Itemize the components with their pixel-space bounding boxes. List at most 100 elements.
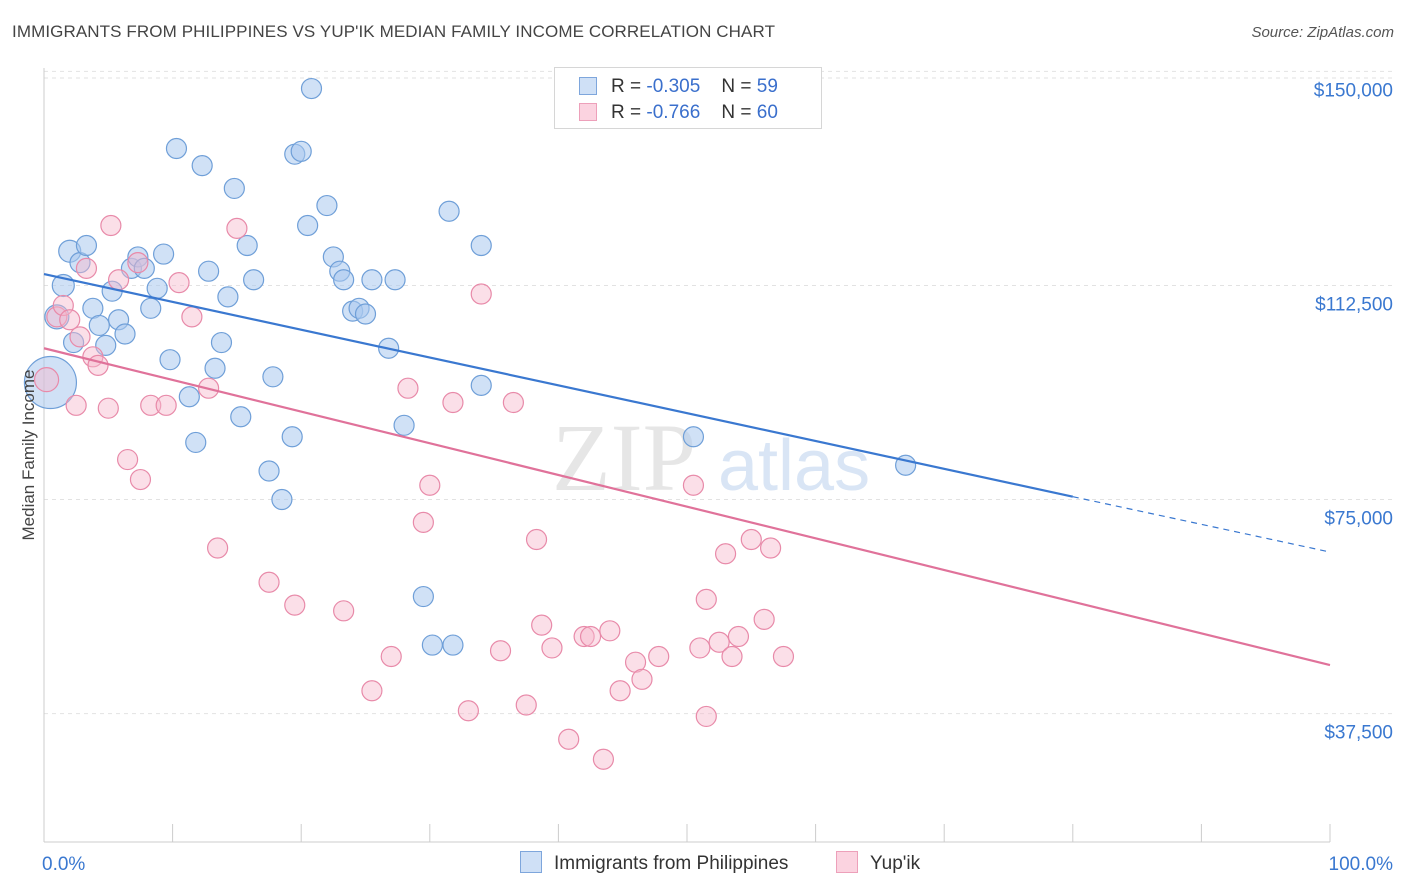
point-yupik bbox=[69, 326, 91, 348]
point-yupik bbox=[772, 645, 795, 668]
point-yupik bbox=[714, 543, 737, 565]
point-philippines bbox=[23, 355, 78, 410]
point-yupik bbox=[87, 354, 109, 376]
watermark: ZIP atlas bbox=[552, 404, 870, 511]
point-philippines bbox=[281, 426, 303, 448]
point-yupik bbox=[397, 377, 419, 399]
trendline-philippines bbox=[43, 272, 1074, 498]
legend-n-value: 60 bbox=[756, 102, 778, 123]
point-yupik bbox=[531, 614, 553, 636]
point-yupik bbox=[419, 474, 441, 496]
point-philippines bbox=[75, 234, 98, 257]
point-yupik bbox=[515, 694, 537, 716]
point-philippines bbox=[44, 304, 70, 330]
point-yupik bbox=[127, 252, 149, 274]
point-yupik bbox=[579, 625, 602, 648]
x-tick-label: 0.0% bbox=[42, 854, 85, 875]
legend-swatch-philippines bbox=[579, 77, 597, 95]
point-yupik bbox=[631, 668, 653, 690]
point-yupik bbox=[168, 272, 190, 294]
legend-r-label: R = bbox=[611, 102, 642, 123]
point-yupik bbox=[333, 600, 355, 622]
point-yupik bbox=[116, 448, 139, 471]
point-yupik bbox=[525, 528, 548, 551]
trend-layer bbox=[43, 272, 1331, 667]
legend-n-label: N = bbox=[721, 102, 752, 123]
point-philippines bbox=[262, 366, 284, 388]
point-philippines bbox=[191, 154, 213, 177]
y-tick-label: $150,000 bbox=[1314, 80, 1393, 101]
point-philippines bbox=[204, 357, 226, 379]
watermark-atlas: atlas bbox=[718, 426, 870, 506]
bottom-legend-swatch-yupik bbox=[836, 851, 858, 873]
point-philippines bbox=[421, 634, 443, 656]
point-philippines bbox=[140, 297, 162, 319]
legend-row-yupik: R = -0.766 N = 60 bbox=[579, 102, 778, 126]
point-yupik bbox=[52, 294, 74, 317]
bottom-legend-label: Immigrants from Philippines bbox=[554, 853, 789, 874]
point-yupik bbox=[207, 537, 229, 559]
point-philippines bbox=[62, 331, 85, 354]
point-philippines bbox=[152, 243, 175, 265]
points-layer bbox=[23, 77, 917, 770]
point-philippines bbox=[236, 234, 258, 257]
point-yupik bbox=[599, 620, 621, 642]
point-yupik bbox=[155, 394, 177, 416]
point-yupik bbox=[129, 468, 152, 491]
point-yupik bbox=[33, 367, 60, 393]
point-yupik bbox=[59, 309, 81, 331]
legend-r-label: R = bbox=[611, 76, 642, 97]
bottom-legend-yupik: Yup'ik bbox=[836, 851, 920, 875]
point-yupik bbox=[648, 645, 670, 668]
chart-title: IMMIGRANTS FROM PHILIPPINES VS YUP'IK ME… bbox=[12, 22, 776, 41]
point-yupik bbox=[558, 728, 580, 750]
watermark-zip: ZIP bbox=[552, 404, 696, 511]
point-yupik bbox=[489, 640, 512, 662]
x-tick-label: 100.0% bbox=[1329, 854, 1394, 875]
point-philippines bbox=[88, 314, 110, 337]
point-yupik bbox=[759, 537, 782, 559]
point-yupik bbox=[740, 528, 762, 551]
point-philippines bbox=[393, 414, 415, 436]
legend-swatch-yupik bbox=[579, 103, 597, 121]
point-philippines bbox=[316, 194, 338, 217]
point-yupik bbox=[695, 705, 717, 728]
point-philippines bbox=[210, 331, 233, 354]
point-yupik bbox=[502, 391, 524, 414]
point-yupik bbox=[609, 680, 631, 702]
point-yupik bbox=[380, 645, 402, 668]
point-yupik bbox=[75, 257, 98, 279]
point-philippines bbox=[114, 323, 136, 345]
point-philippines bbox=[384, 269, 406, 291]
point-philippines bbox=[198, 260, 220, 282]
point-philippines bbox=[297, 214, 319, 237]
y-tick-label: $37,500 bbox=[1324, 723, 1393, 744]
grid-layer bbox=[44, 70, 1395, 715]
point-yupik bbox=[753, 608, 775, 630]
point-yupik bbox=[721, 645, 743, 668]
point-philippines bbox=[178, 386, 200, 408]
point-yupik bbox=[695, 588, 717, 611]
point-yupik bbox=[689, 637, 711, 659]
axis-layer: $37,500 $75,000 $112,500 $150,000 0.0% 100.0% bbox=[42, 68, 1393, 875]
point-philippines bbox=[361, 269, 383, 291]
point-yupik bbox=[284, 594, 306, 616]
legend-r-value: -0.305 bbox=[646, 76, 701, 97]
point-philippines bbox=[133, 257, 155, 279]
point-yupik bbox=[412, 511, 434, 533]
point-philippines bbox=[438, 200, 460, 222]
point-philippines bbox=[223, 177, 245, 200]
point-philippines bbox=[300, 77, 323, 100]
point-philippines bbox=[682, 426, 705, 448]
legend-row-philippines: R = -0.305 N = 59 bbox=[579, 76, 778, 100]
point-philippines bbox=[470, 234, 492, 257]
y-tick-label: $75,000 bbox=[1324, 509, 1393, 530]
point-yupik bbox=[727, 625, 750, 648]
point-philippines bbox=[442, 634, 464, 656]
trendline-philippines-extension bbox=[1072, 496, 1331, 553]
legend-n-value: 59 bbox=[756, 76, 778, 97]
point-yupik bbox=[470, 283, 492, 305]
point-philippines bbox=[470, 374, 492, 396]
bottom-legend-label: Yup'ik bbox=[870, 853, 921, 874]
source-label: Source: ZipAtlas.com bbox=[1251, 24, 1394, 41]
